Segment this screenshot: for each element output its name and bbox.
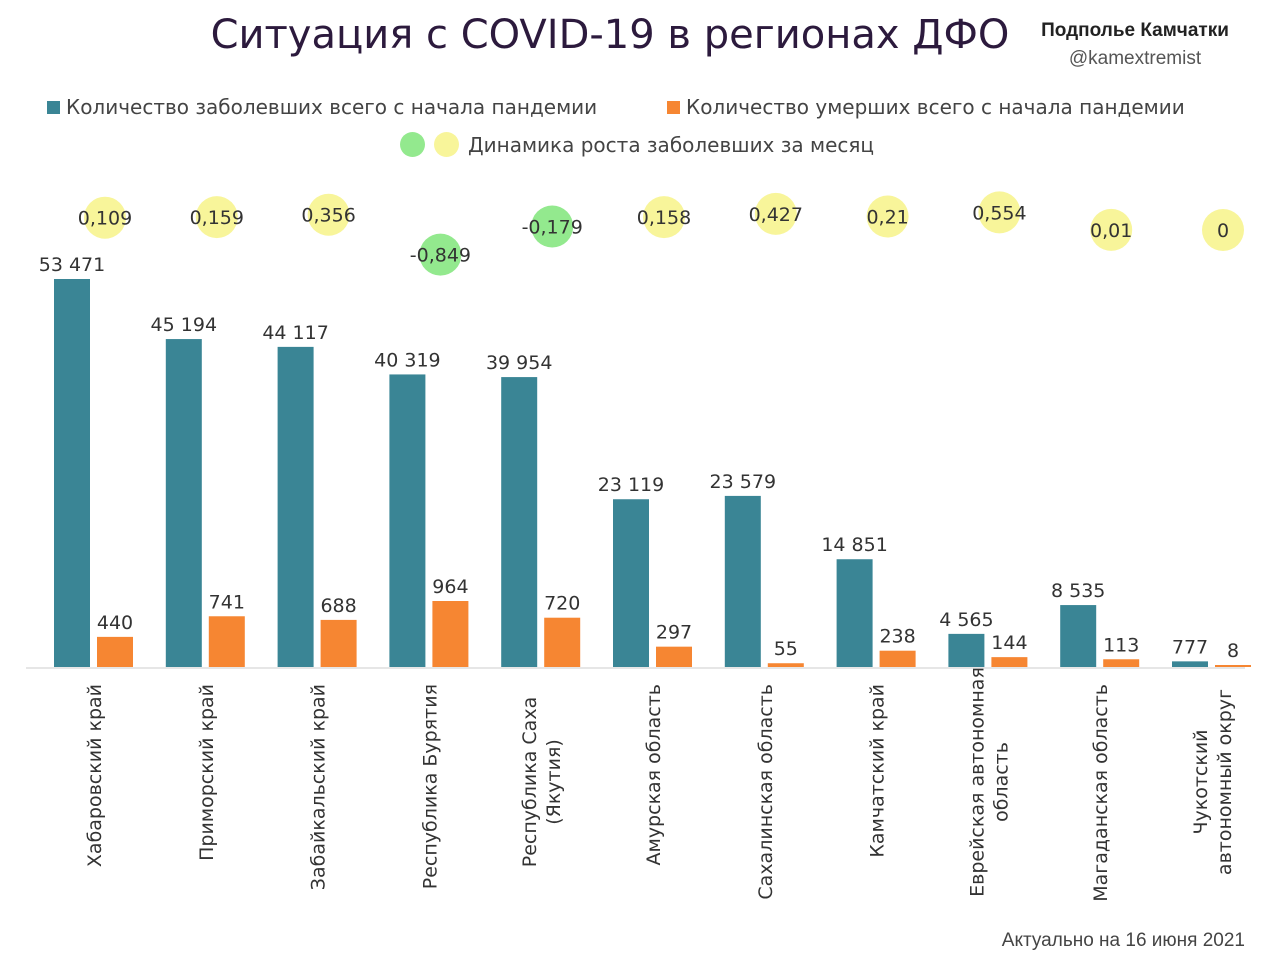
- data-label-cases: 14 851: [821, 534, 887, 556]
- legend-dot-positive: [434, 132, 459, 157]
- data-label-cases: 8 535: [1051, 580, 1105, 602]
- bar-cases: [54, 279, 90, 667]
- bar-deaths: [656, 646, 692, 667]
- footer-date: Актуально на 16 июня 2021: [1001, 930, 1245, 951]
- data-label-deaths: 440: [97, 612, 133, 634]
- data-label-cases: 39 954: [486, 352, 552, 374]
- growth-circle: [195, 196, 238, 239]
- growth-circle: [1202, 209, 1244, 251]
- data-label-cases: 4 565: [939, 609, 993, 631]
- growth-circle: [419, 233, 462, 276]
- data-label-deaths: 964: [432, 576, 468, 598]
- growth-label: 0,158: [637, 207, 691, 229]
- growth-label: 0,01: [1090, 220, 1132, 242]
- data-label-deaths: 8: [1227, 640, 1239, 662]
- data-label-cases: 23 579: [710, 471, 776, 493]
- legend-label-deaths: Количество умерших всего с начала пандем…: [686, 95, 1185, 119]
- bar-deaths: [767, 663, 804, 667]
- growth-circle: [978, 191, 1021, 234]
- data-label-cases: 777: [1172, 636, 1208, 658]
- bar-cases: [836, 559, 873, 667]
- category-label: Хабаровский край: [84, 684, 106, 867]
- bar-cases: [724, 495, 761, 667]
- bar-deaths: [1215, 665, 1251, 667]
- legend-item-cases: Количество заболевших всего с начала пан…: [47, 95, 597, 119]
- growth-circle: [754, 192, 797, 235]
- data-label-deaths: 238: [879, 626, 915, 648]
- growth-circle: [643, 196, 685, 239]
- brand-name: Подполье Камчатки: [1041, 20, 1229, 41]
- growth-label: 0,427: [749, 204, 803, 226]
- bar-cases: [1172, 661, 1208, 667]
- growth-circle: [307, 193, 350, 236]
- growth-label: 0,109: [78, 208, 132, 230]
- growth-circle: [1090, 208, 1133, 251]
- category-label: Еврейская автономная область: [966, 667, 1012, 897]
- growth-circle: [866, 195, 909, 238]
- category-label: Чукотский автономный округ: [1190, 689, 1236, 875]
- growth-label: 0,554: [972, 202, 1026, 224]
- legend-swatch-cases: [47, 101, 60, 114]
- legend-label-growth: Динамика роста заболевших за месяц: [468, 133, 875, 157]
- bar-cases: [1060, 605, 1097, 667]
- data-label-deaths: 55: [774, 638, 798, 660]
- bar-cases: [277, 346, 314, 667]
- category-label: Амурская область: [643, 684, 665, 866]
- category-label: Приморский край: [196, 684, 218, 861]
- data-label-deaths: 297: [656, 622, 692, 644]
- data-label-cases: 44 117: [262, 322, 328, 344]
- legend-swatch-deaths: [667, 101, 680, 114]
- data-label-deaths: 113: [1103, 634, 1139, 656]
- data-label-deaths: 144: [991, 632, 1027, 654]
- legend-item-growth: Динамика роста заболевших за месяц: [400, 132, 874, 157]
- data-label-cases: 40 319: [374, 349, 440, 371]
- data-label-cases: 23 119: [598, 474, 664, 496]
- legend-label-cases: Количество заболевших всего с начала пан…: [66, 95, 598, 119]
- bar-deaths: [1103, 659, 1140, 667]
- category-label: Сахалинская область: [755, 684, 777, 900]
- bar-deaths: [320, 619, 357, 667]
- growth-label: 0,356: [301, 205, 355, 227]
- bar-cases: [389, 374, 426, 667]
- bar-cases: [165, 339, 202, 667]
- category-label: Республика Саха (Якутия): [519, 697, 565, 867]
- bar-cases: [613, 499, 649, 667]
- data-label-cases: 53 471: [39, 254, 105, 276]
- growth-label: 0: [1217, 220, 1229, 242]
- data-label-deaths: 688: [320, 595, 356, 617]
- bar-deaths: [544, 617, 581, 667]
- data-label-cases: 45 194: [151, 314, 217, 336]
- growth-label: -0,179: [522, 217, 583, 239]
- legend-dot-negative: [400, 132, 425, 157]
- bar-cases: [501, 377, 538, 667]
- bar-deaths: [432, 601, 469, 667]
- growth-label: 0,159: [190, 207, 244, 229]
- category-label: Камчатский край: [867, 684, 889, 858]
- data-label-deaths: 741: [209, 591, 245, 613]
- category-label: Республика Бурятия: [419, 684, 441, 889]
- chart-title: Ситуация с COVID-19 в регионах ДФО: [210, 12, 1010, 58]
- brand-handle: @kamextremist: [1068, 48, 1202, 69]
- data-label-deaths: 720: [544, 593, 580, 615]
- growth-circle: [84, 196, 126, 239]
- legend-item-deaths: Количество умерших всего с начала пандем…: [667, 95, 1185, 119]
- bar-deaths: [991, 657, 1028, 667]
- bar-deaths: [97, 636, 133, 667]
- growth-label: -0,849: [410, 245, 471, 267]
- growth-label: 0,21: [866, 206, 908, 228]
- bar-deaths: [879, 650, 916, 667]
- bar-cases: [948, 633, 985, 667]
- category-label: Магаданская область: [1090, 684, 1112, 902]
- growth-circle: [531, 205, 574, 248]
- category-label: Забайкальский край: [308, 684, 330, 890]
- bar-deaths: [208, 616, 245, 667]
